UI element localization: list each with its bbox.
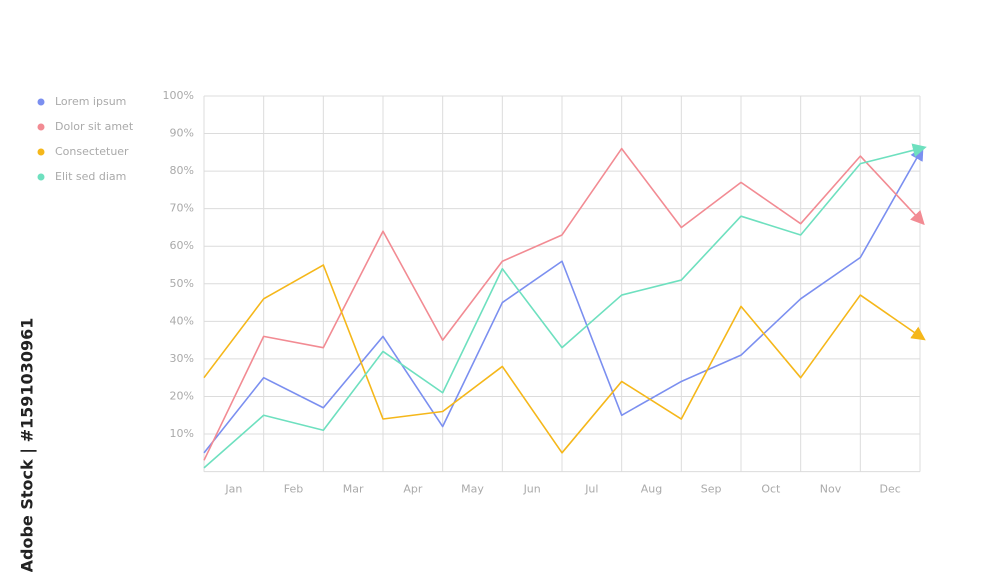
x-tick-label: Nov [820, 483, 842, 496]
x-tick-label: Feb [284, 483, 303, 496]
y-tick-label: 70% [170, 202, 194, 215]
series-line [203, 264, 926, 454]
legend-marker [37, 148, 45, 156]
y-tick-label: 20% [170, 389, 194, 402]
series-line [203, 147, 925, 461]
x-tick-label: Jan [224, 483, 242, 496]
x-tick-label: May [461, 483, 484, 496]
y-tick-label: 30% [170, 352, 194, 365]
legend-label: Consectetuer [55, 145, 129, 158]
y-tick-label: 50% [170, 277, 194, 290]
x-tick-label: Mar [343, 483, 364, 496]
y-tick-label: 100% [163, 89, 194, 102]
y-tick-label: 40% [170, 314, 194, 327]
x-tick-label: Dec [880, 483, 901, 496]
legend-marker [37, 98, 45, 106]
legend-marker [37, 123, 45, 131]
y-tick-label: 90% [170, 127, 194, 140]
x-tick-label: Oct [761, 483, 781, 496]
series-line [203, 143, 927, 469]
y-tick-label: 10% [170, 427, 194, 440]
x-tick-label: Jun [523, 483, 541, 496]
legend-marker [37, 173, 45, 181]
series-line [203, 146, 924, 454]
y-tick-label: 60% [170, 239, 194, 252]
legend-label: Elit sed diam [55, 170, 126, 183]
watermark: Adobe Stock | #1591030961 [18, 318, 38, 572]
legend-label: Lorem ipsum [55, 95, 126, 108]
x-tick-label: Apr [403, 483, 423, 496]
x-tick-label: Aug [641, 483, 662, 496]
x-tick-label: Jul [584, 483, 598, 496]
x-tick-label: Sep [701, 483, 722, 496]
y-tick-label: 80% [170, 164, 194, 177]
legend-label: Dolor sit amet [55, 120, 134, 133]
